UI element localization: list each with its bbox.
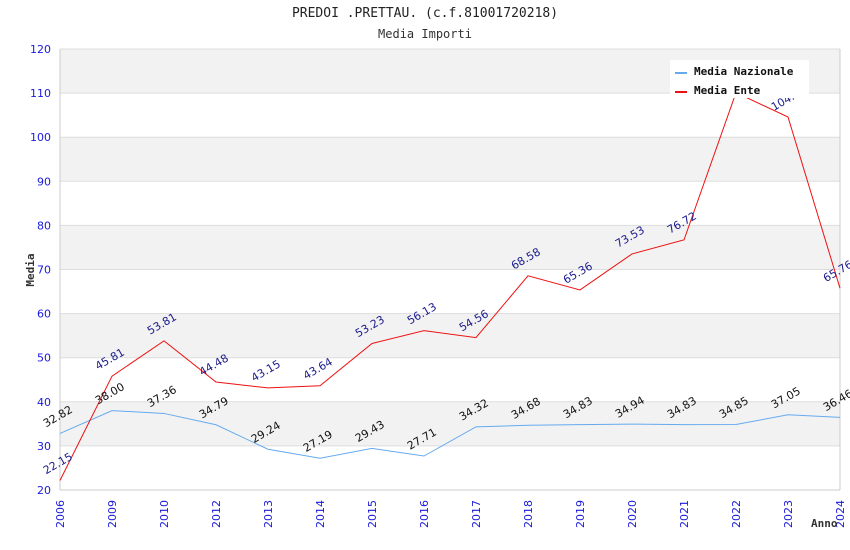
plot-band [60,137,840,182]
series-lines [59,91,841,481]
axes [59,49,841,491]
x-tick-label: 2016 [418,500,431,528]
x-tick-label: 2022 [730,500,743,528]
x-tick-label: 2018 [522,500,535,528]
chart-title: PREDOI .PRETTAU. (c.f.81001720218) [291,6,559,21]
plot-band [60,401,840,446]
x-tick-label: 2013 [262,500,275,528]
y-tick-label: 60 [37,308,51,321]
y-tick-label: 40 [37,396,51,409]
x-tick-label: 2024 [834,500,847,528]
x-tick-labels: 2006 2009 2010 2012 2013 2014 2015 2016 2017 2018… [54,500,847,528]
legend-label-ente: Media Ente [694,84,761,97]
plot-band [60,93,840,138]
legend-box [670,60,809,98]
x-tick-label: 2020 [626,500,639,528]
x-tick-label: 2009 [106,500,119,528]
x-tick-label: 2017 [470,500,483,528]
x-tick-label: 2010 [158,500,171,528]
y-tick-label: 20 [37,484,51,497]
x-tick-label: 2015 [366,500,379,528]
x-tick-label: 2012 [210,500,223,528]
chart-subtitle: Media Importi [378,27,472,41]
y-tick-label: 80 [37,219,51,232]
plot-band [60,445,840,490]
y-tick-label: 100 [30,131,51,144]
y-tick-label: 70 [37,264,51,277]
x-tick-label: 2023 [782,500,795,528]
plot-band [60,181,840,226]
series-line-ente [59,91,841,481]
plot-band [60,225,840,270]
x-tick-label: 2019 [574,500,587,528]
x-axis-title: Anno [811,517,838,530]
y-tick-label: 120 [30,43,51,56]
series-line-nazionale [59,410,841,459]
y-tick-label: 90 [37,175,51,188]
plot-band [60,357,840,402]
plot-band [60,313,840,358]
y-tick-label: 110 [30,87,51,100]
plot-bands [60,49,840,490]
legend: Media Nazionale Media Ente [670,60,809,98]
x-tick-label: 2021 [678,500,691,528]
y-tick-label: 50 [37,352,51,365]
legend-label-nazionale: Media Nazionale [694,65,794,78]
plot-band [60,269,840,314]
x-tick-label: 2014 [314,500,327,528]
y-tick-label: 30 [37,440,51,453]
y-axis-title: Media [24,253,37,286]
y-tick-labels: 20 30 40 50 60 70 80 90 100 110 120 [30,43,51,497]
x-tick-label: 2006 [54,500,67,528]
